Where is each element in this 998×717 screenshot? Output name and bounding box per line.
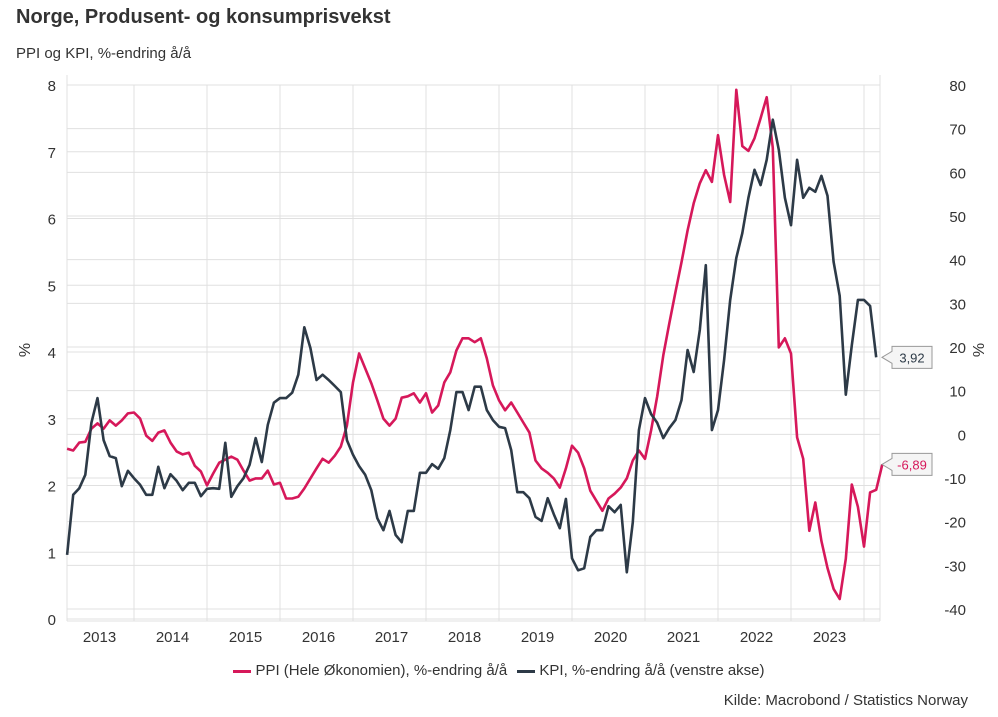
y-right-tick-label: -10: [944, 471, 966, 488]
left-axis-label: %: [17, 343, 34, 357]
series-line-ppi: [66, 88, 884, 601]
x-tick-label: 2014: [156, 629, 189, 646]
x-tick-label: 2013: [83, 629, 116, 646]
x-tick-label: 2022: [740, 629, 773, 646]
x-tick-label: 2018: [448, 629, 481, 646]
x-tick-label: 2023: [813, 629, 846, 646]
flag-box: [881, 452, 933, 476]
y-right-tick-label: 30: [949, 296, 966, 313]
y-left-tick-label: 2: [48, 479, 56, 496]
right-axis-ticks: -40 -30 -20 -10 0 10 20 30 40 50 60 70 80: [944, 78, 966, 619]
x-tick-label: 2020: [594, 629, 627, 646]
y-left-tick-label: 0: [48, 612, 56, 629]
legend-item-kpi[interactable]: KPI, %-endring å/å (venstre akse): [517, 662, 765, 679]
x-axis-ticks: 2013 2014 2015 2016 2017 2018 2019 2020 2021 2022…: [83, 629, 846, 646]
flag-value: 3,92: [899, 350, 924, 365]
x-tick-label: 2017: [375, 629, 408, 646]
source-note: Kilde: Macrobond / Statistics Norway: [723, 692, 968, 709]
y-right-tick-label: 80: [949, 78, 966, 95]
legend-label-kpi: KPI, %-endring å/å (venstre akse): [539, 662, 765, 679]
y-right-tick-label: 70: [949, 122, 966, 139]
y-left-tick-label: 7: [48, 145, 56, 162]
flag-value: -6,89: [897, 457, 927, 472]
y-right-tick-label: 20: [949, 340, 966, 357]
y-right-tick-label: 10: [949, 384, 966, 401]
y-right-tick-label: 60: [949, 165, 966, 182]
x-tick-label: 2016: [302, 629, 335, 646]
y-right-tick-label: 40: [949, 253, 966, 270]
series-lines: [65, 88, 884, 601]
legend: PPI (Hele Økonomien), %-endring å/å KPI,…: [0, 662, 998, 679]
y-left-tick-label: 8: [48, 78, 56, 95]
gridlines: [66, 75, 881, 622]
y-left-tick-label: 1: [48, 545, 56, 562]
y-right-tick-label: -20: [944, 515, 966, 532]
series-line-kpi: [65, 118, 878, 574]
right-axis-label: %: [971, 343, 988, 357]
y-left-tick-label: 5: [48, 278, 56, 295]
y-right-tick-label: -40: [944, 602, 966, 619]
y-left-tick-label: 6: [48, 212, 56, 229]
y-left-tick-label: 4: [48, 345, 56, 362]
y-right-tick-label: 0: [958, 427, 966, 444]
x-tick-label: 2015: [229, 629, 262, 646]
chart-subtitle: PPI og KPI, %-endring å/å: [16, 45, 192, 62]
last-value-flags: -6,89 3,92: [881, 345, 933, 476]
flag-box: [881, 345, 933, 369]
x-tick-label: 2021: [667, 629, 700, 646]
last-value-flag-ppi: -6,89: [881, 452, 933, 476]
legend-item-ppi[interactable]: PPI (Hele Økonomien), %-endring å/å: [233, 662, 507, 679]
y-right-tick-label: -30: [944, 558, 966, 575]
legend-swatch-ppi: [233, 669, 252, 673]
y-left-tick-label: 3: [48, 412, 56, 429]
chart-title: Norge, Produsent- og konsumprisvekst: [16, 6, 391, 28]
last-value-flag-kpi: 3,92: [881, 345, 933, 369]
left-axis-ticks: 0 1 2 3 4 5 6 7 8: [48, 78, 56, 629]
y-right-tick-label: 50: [949, 209, 966, 226]
x-tick-label: 2019: [521, 629, 554, 646]
legend-label-ppi: PPI (Hele Økonomien), %-endring å/å: [255, 662, 508, 679]
legend-swatch-kpi: [517, 669, 536, 673]
